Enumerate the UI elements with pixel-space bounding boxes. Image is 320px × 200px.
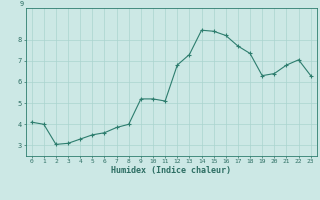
X-axis label: Humidex (Indice chaleur): Humidex (Indice chaleur) <box>111 166 231 175</box>
Text: 9: 9 <box>20 1 24 7</box>
